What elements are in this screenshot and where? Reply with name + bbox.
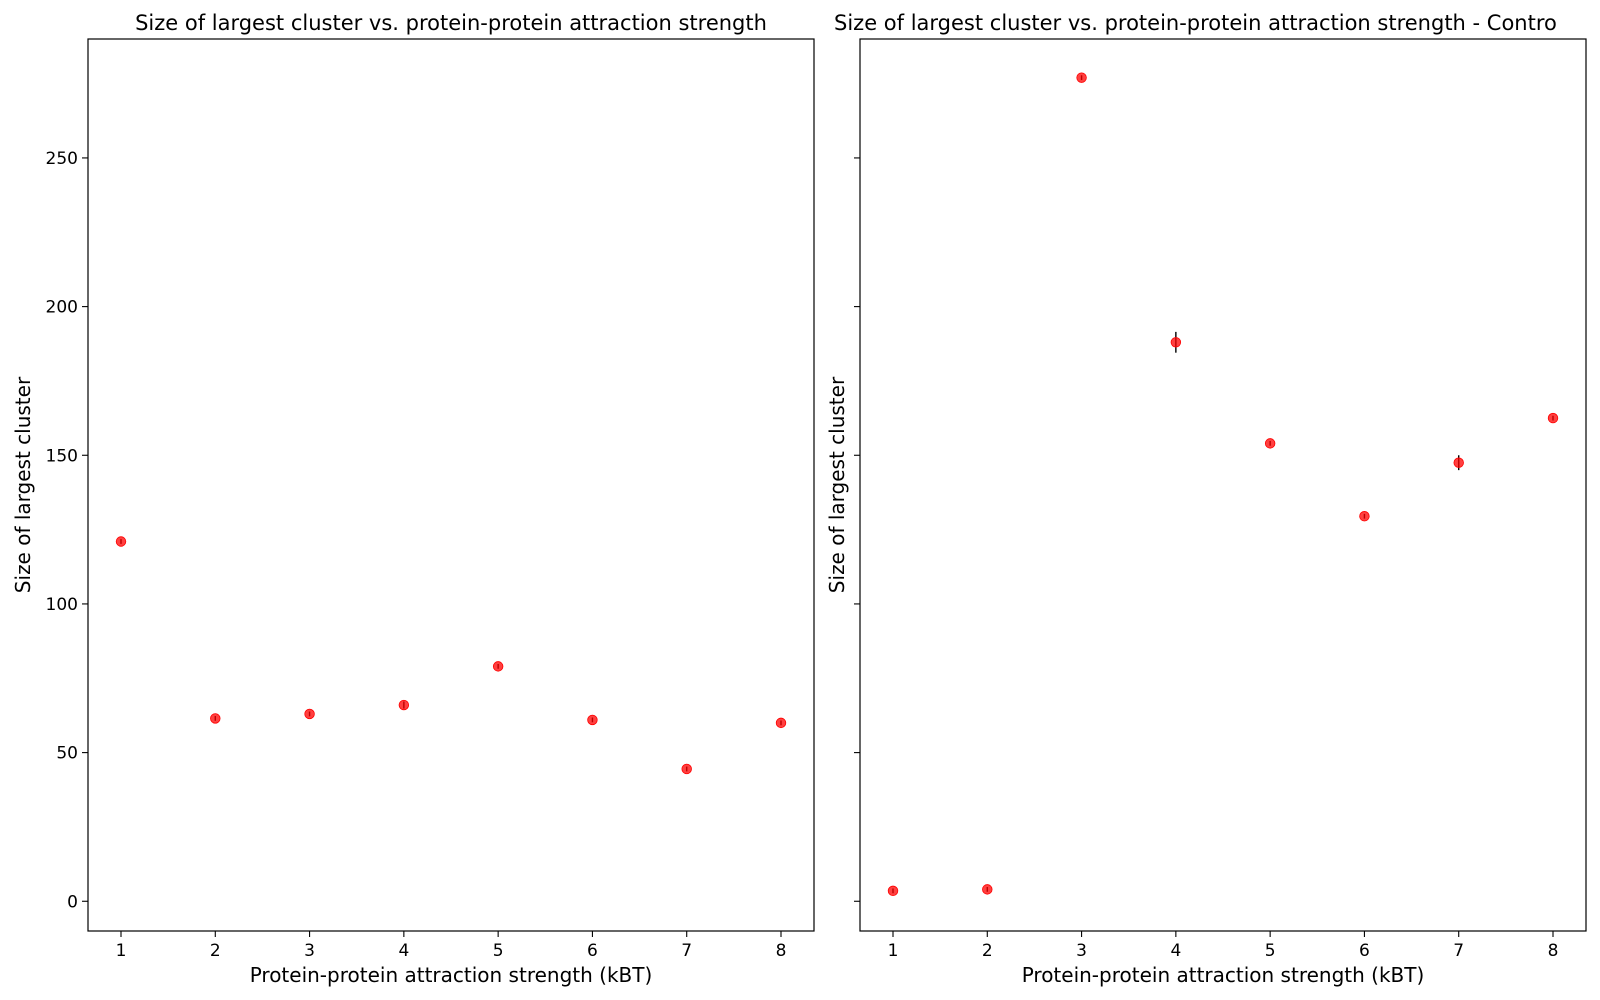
x-tick-label: 4 — [398, 941, 409, 961]
x-tick-label: 5 — [493, 941, 504, 961]
data-point — [775, 717, 787, 729]
y-axis-label: Size of largest cluster — [11, 376, 35, 593]
data-point — [398, 699, 410, 711]
data-point — [115, 536, 127, 547]
data-point — [1170, 337, 1182, 348]
x-tick-label: 2 — [210, 941, 221, 961]
data-point — [982, 884, 993, 895]
data-point — [887, 885, 899, 897]
data-point — [1264, 438, 1276, 449]
y-tick-label: 200 — [46, 298, 78, 318]
y-axis-label: Size of largest cluster — [825, 376, 849, 593]
x-tick-label: 1 — [116, 941, 127, 961]
plot-frame — [859, 38, 1587, 932]
x-tick-label: 8 — [1548, 941, 1559, 961]
data-point — [210, 713, 221, 724]
x-axis-label: Protein-protein attraction strength (kBT… — [250, 963, 653, 987]
x-tick-label: 4 — [1170, 941, 1181, 961]
x-tick-label: 1 — [888, 941, 899, 961]
data-point — [1453, 457, 1464, 468]
x-tick-label: 3 — [304, 941, 315, 961]
subplot-control: Size of largest cluster vs. protein-prot… — [825, 11, 1587, 987]
x-tick-label: 5 — [1265, 941, 1276, 961]
x-axis: 1 2 3 4 5 6 7 8 — [888, 931, 1559, 961]
y-tick-label: 50 — [56, 744, 78, 764]
data-point — [587, 714, 598, 726]
x-axis-label: Protein-protein attraction strength (kBT… — [1022, 963, 1425, 987]
y-tick-label: 0 — [67, 892, 78, 912]
data-point — [1076, 72, 1087, 83]
subplot-title: Size of largest cluster vs. protein-prot… — [135, 11, 767, 35]
data-point — [1359, 511, 1370, 522]
subplot-main: Size of largest cluster vs. protein-prot… — [11, 11, 815, 987]
y-axis: 0 50 100 150 200 250 — [46, 149, 88, 912]
data-points — [115, 536, 787, 775]
plot-frame — [87, 38, 815, 932]
x-axis: 1 2 3 4 5 6 7 8 — [116, 931, 787, 961]
x-tick-label: 8 — [776, 941, 787, 961]
x-tick-label: 7 — [681, 941, 692, 961]
subplot-title: Size of largest cluster vs. protein-prot… — [834, 11, 1557, 35]
x-tick-label: 6 — [1359, 941, 1370, 961]
data-point — [1547, 412, 1559, 424]
x-tick-label: 7 — [1453, 941, 1464, 961]
x-tick-label: 2 — [982, 941, 993, 961]
data-point — [492, 661, 504, 672]
y-axis — [854, 157, 860, 902]
y-tick-label: 100 — [46, 595, 78, 615]
data-points — [887, 72, 1559, 897]
y-tick-label: 150 — [46, 446, 78, 466]
y-tick-label: 250 — [46, 149, 78, 169]
x-tick-label: 3 — [1076, 941, 1087, 961]
x-tick-label: 6 — [587, 941, 598, 961]
data-point — [681, 763, 692, 775]
data-point — [304, 708, 315, 720]
